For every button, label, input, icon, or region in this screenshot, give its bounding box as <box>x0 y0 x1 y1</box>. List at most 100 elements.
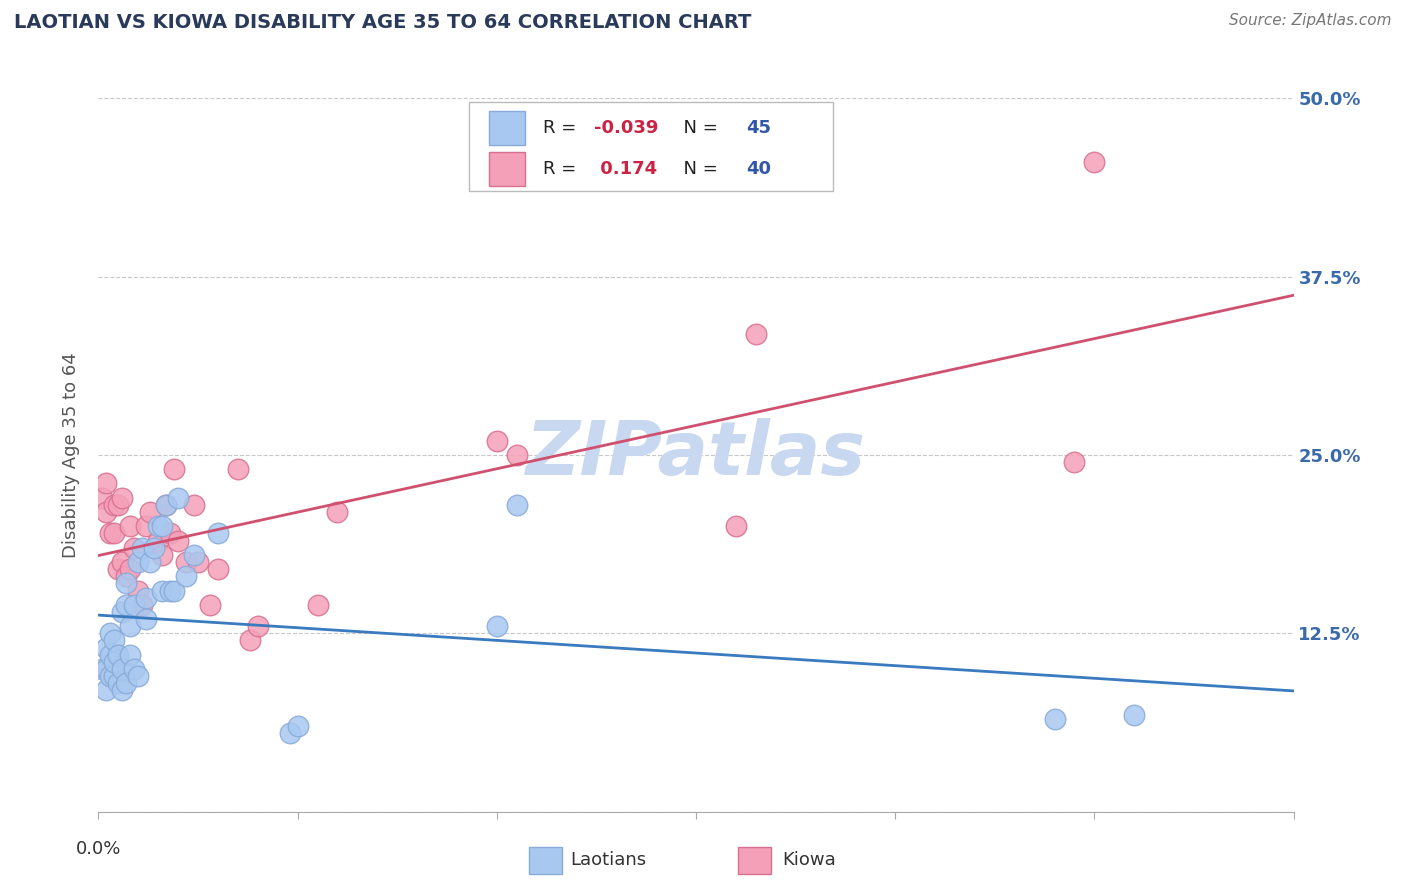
Point <box>159 583 181 598</box>
Point <box>135 519 157 533</box>
Point <box>150 548 173 562</box>
Point <box>96 505 118 519</box>
Point <box>183 498 205 512</box>
Point <box>120 648 142 662</box>
Point <box>207 562 229 576</box>
Point <box>506 448 529 462</box>
Point <box>139 555 162 569</box>
FancyBboxPatch shape <box>470 102 834 191</box>
Point <box>150 583 173 598</box>
Point <box>155 498 177 512</box>
Text: -0.039: -0.039 <box>595 120 659 137</box>
Point <box>174 555 197 569</box>
Point <box>143 541 166 555</box>
Y-axis label: Disability Age 35 to 64: Disability Age 35 to 64 <box>62 352 80 558</box>
Point <box>111 605 134 619</box>
Point <box>100 626 122 640</box>
Point <box>107 562 129 576</box>
Point <box>278 726 301 740</box>
Point <box>150 519 173 533</box>
Point <box>485 619 508 633</box>
Point <box>307 598 329 612</box>
Text: R =: R = <box>543 120 582 137</box>
Point <box>107 648 129 662</box>
Point <box>96 640 118 655</box>
Point <box>163 462 186 476</box>
Point <box>111 662 134 676</box>
Point <box>131 598 153 612</box>
Text: Laotians: Laotians <box>571 851 647 869</box>
Point <box>1083 155 1105 169</box>
Point <box>155 498 177 512</box>
Point <box>103 526 125 541</box>
Point <box>127 555 149 569</box>
Point <box>107 676 129 690</box>
Point <box>135 612 157 626</box>
Text: Source: ZipAtlas.com: Source: ZipAtlas.com <box>1229 13 1392 29</box>
Text: LAOTIAN VS KIOWA DISABILITY AGE 35 TO 64 CORRELATION CHART: LAOTIAN VS KIOWA DISABILITY AGE 35 TO 64… <box>14 13 751 32</box>
Point <box>100 669 122 683</box>
Point <box>120 519 142 533</box>
Text: N =: N = <box>672 161 724 178</box>
Point <box>120 619 142 633</box>
FancyBboxPatch shape <box>738 847 772 874</box>
Point <box>120 562 142 576</box>
Point <box>159 526 181 541</box>
Text: 40: 40 <box>747 161 770 178</box>
Point <box>111 491 134 505</box>
Text: 0.174: 0.174 <box>595 161 658 178</box>
Point <box>1123 707 1146 722</box>
Point <box>198 598 221 612</box>
Text: Kiowa: Kiowa <box>782 851 835 869</box>
Text: 0.0%: 0.0% <box>76 840 121 858</box>
Text: R =: R = <box>543 161 582 178</box>
Point <box>167 491 190 505</box>
Point <box>163 583 186 598</box>
Point <box>174 569 197 583</box>
Point <box>148 533 170 548</box>
Point <box>91 662 114 676</box>
Point <box>226 462 249 476</box>
Point <box>287 719 309 733</box>
Point <box>183 548 205 562</box>
Point <box>111 555 134 569</box>
Point <box>124 541 146 555</box>
Point <box>115 598 138 612</box>
Point <box>100 526 122 541</box>
Point <box>115 569 138 583</box>
Point <box>135 591 157 605</box>
Point <box>103 633 125 648</box>
Point <box>96 476 118 491</box>
Point <box>131 541 153 555</box>
Point <box>103 655 125 669</box>
Point <box>246 619 269 633</box>
Point <box>1043 712 1066 726</box>
Point <box>485 434 508 448</box>
Point <box>100 648 122 662</box>
Point <box>103 669 125 683</box>
Text: ZIPatlas: ZIPatlas <box>526 418 866 491</box>
Point <box>1063 455 1085 469</box>
Point <box>111 683 134 698</box>
Point <box>167 533 190 548</box>
FancyBboxPatch shape <box>489 112 524 145</box>
Point <box>96 662 118 676</box>
Point <box>91 491 114 505</box>
Point <box>326 505 349 519</box>
Point <box>124 662 146 676</box>
Text: N =: N = <box>672 120 724 137</box>
FancyBboxPatch shape <box>529 847 562 874</box>
Point <box>506 498 529 512</box>
Point <box>187 555 209 569</box>
Point <box>103 498 125 512</box>
Point <box>745 326 768 341</box>
FancyBboxPatch shape <box>489 153 524 186</box>
Point <box>124 598 146 612</box>
Text: 45: 45 <box>747 120 770 137</box>
Point <box>724 519 747 533</box>
Point <box>148 519 170 533</box>
Point <box>239 633 262 648</box>
Point <box>127 583 149 598</box>
Point <box>127 669 149 683</box>
Point <box>115 676 138 690</box>
